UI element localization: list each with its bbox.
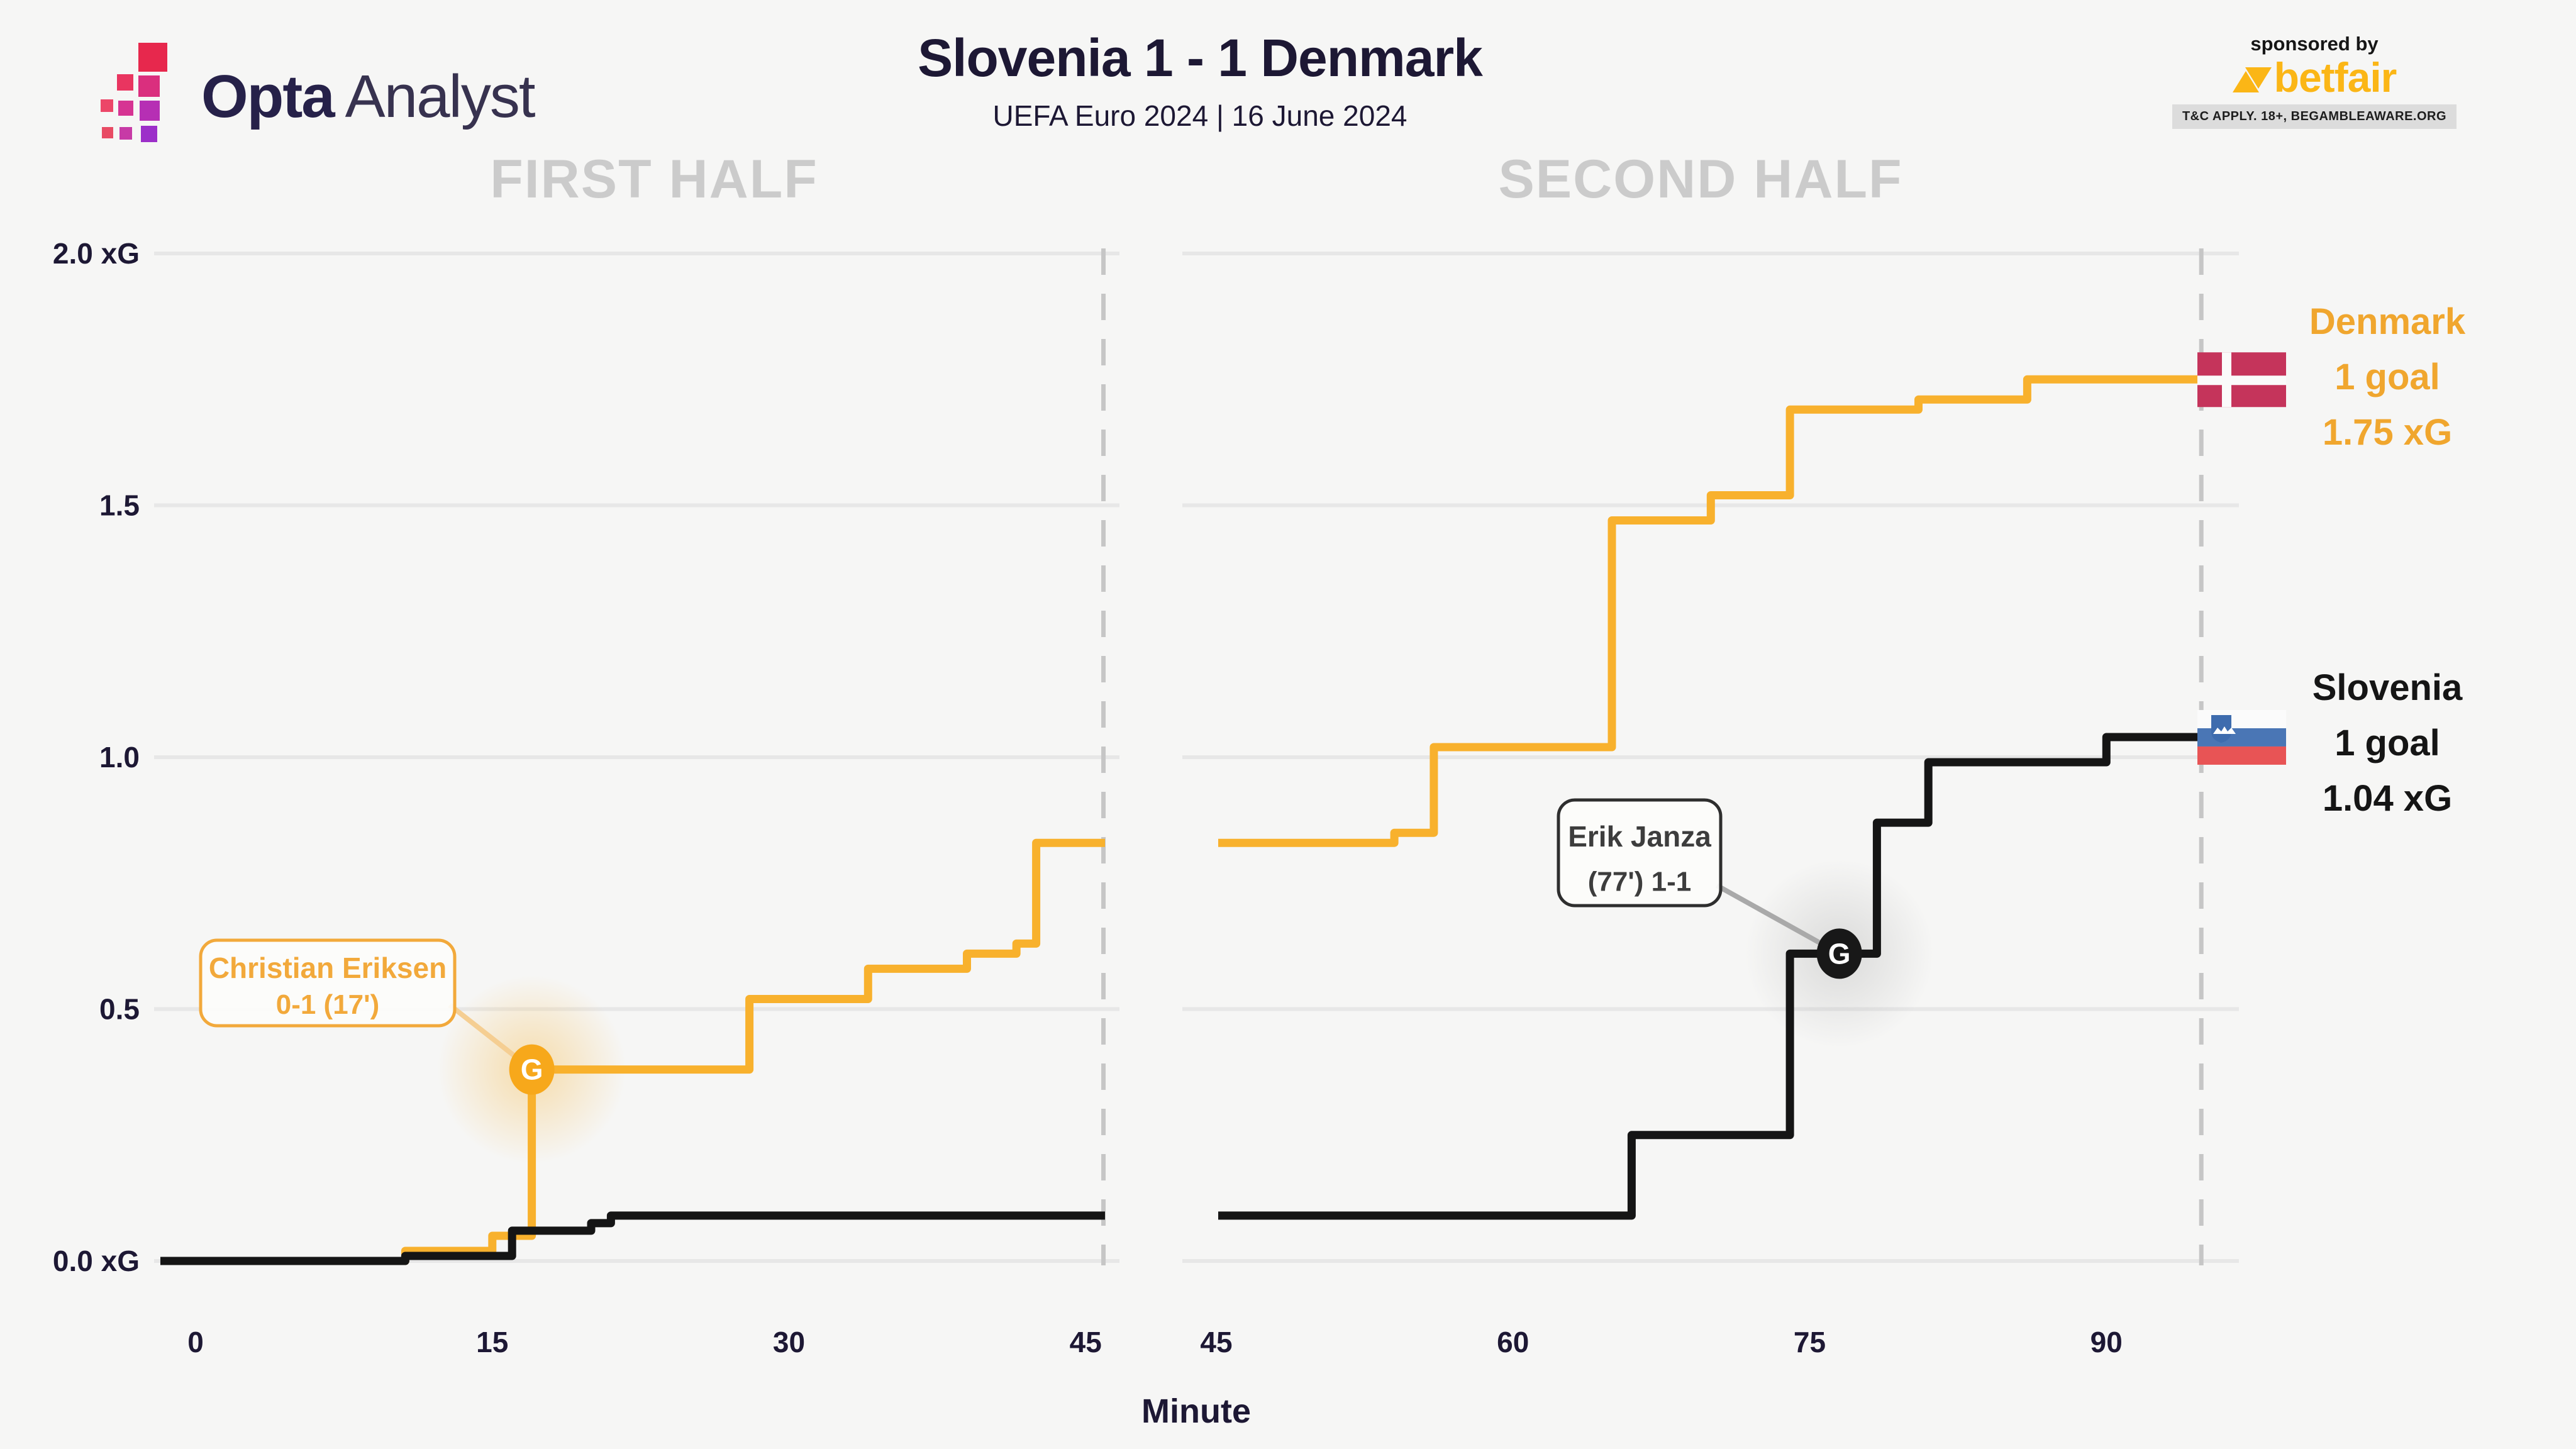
slovenia-name: Slovenia bbox=[2312, 667, 2463, 708]
goal-annotation-box bbox=[199, 938, 457, 1028]
slovenia-total-label: Slovenia 1 goal 1.04 xG bbox=[2224, 660, 2551, 826]
y-tick-label: 1.5 bbox=[99, 489, 140, 522]
y-tick-label: 2.0 xG bbox=[53, 237, 140, 270]
goal-scorer-name: Erik Janza bbox=[1568, 820, 1711, 853]
denmark-xg-line-first_half bbox=[160, 838, 1108, 1265]
y-tick-label: 0.5 bbox=[99, 993, 140, 1026]
goal-annotation-connector bbox=[1716, 883, 1841, 956]
match-header: Slovenia 1 - 1 Denmark UEFA Euro 2024 | … bbox=[697, 28, 1703, 133]
slovenia-xg-line-second_half bbox=[1218, 733, 2212, 1220]
x-tick-label: 90 bbox=[2090, 1326, 2123, 1358]
goal-annotation-box bbox=[1557, 798, 1723, 908]
betfair-logo: betfair bbox=[2170, 57, 2459, 98]
denmark-xg-line-second_half bbox=[1218, 375, 2212, 847]
x-axis-title: Minute bbox=[1141, 1392, 1251, 1430]
denmark-name: Denmark bbox=[2309, 301, 2466, 342]
opta-analyst-logo: Opta Analyst bbox=[101, 40, 535, 153]
goal-scorer-name: Christian Eriksen bbox=[209, 952, 447, 984]
goal-marker-letter: G bbox=[1828, 937, 1851, 970]
logo-opta-text: Opta bbox=[201, 63, 335, 130]
goal-score-minute: 0-1 (17') bbox=[276, 989, 380, 1020]
y-tick-label: 1.0 bbox=[99, 741, 140, 774]
slovenia-flag-icon bbox=[2197, 709, 2286, 765]
x-tick-label: 45 bbox=[1070, 1326, 1102, 1358]
slovenia-xg-line-first_half bbox=[160, 1211, 1108, 1265]
denmark-flag-icon bbox=[2197, 352, 2286, 408]
goal-marker-letter: G bbox=[521, 1053, 543, 1086]
logo-analyst-text: Analyst bbox=[345, 63, 536, 130]
second-half-label: SECOND HALF bbox=[1498, 149, 1903, 209]
x-tick-label: 60 bbox=[1497, 1326, 1529, 1358]
x-tick-label: 30 bbox=[773, 1326, 805, 1358]
page-subtitle: UEFA Euro 2024 | 16 June 2024 bbox=[992, 99, 1407, 132]
betfair-arrows-icon bbox=[2232, 67, 2272, 92]
x-tick-label: 75 bbox=[1794, 1326, 1826, 1358]
x-tick-label: 15 bbox=[476, 1326, 508, 1358]
x-tick-label: 45 bbox=[1200, 1326, 1232, 1358]
slovenia-xg: 1.04 xG bbox=[2322, 778, 2453, 819]
y-tick-label: 0.0 xG bbox=[53, 1245, 140, 1277]
slovenia-goals: 1 goal bbox=[2334, 723, 2440, 763]
opta-logo-icon bbox=[101, 43, 167, 142]
first-half-label: FIRST HALF bbox=[490, 149, 818, 209]
sponsor-block: sponsored by betfair T&C APPLY. 18+, BEG… bbox=[2170, 33, 2459, 129]
denmark-xg: 1.75 xG bbox=[2322, 412, 2453, 453]
betfair-wordmark: betfair bbox=[2273, 54, 2397, 101]
goal-score-minute: (77') 1-1 bbox=[1588, 866, 1692, 897]
denmark-total-label: Denmark 1 goal 1.75 xG bbox=[2224, 294, 2551, 460]
goal-marker-slovenia bbox=[1816, 928, 1862, 979]
logo-wordmark: Opta Analyst bbox=[201, 67, 535, 127]
x-tick-label: 0 bbox=[187, 1326, 204, 1358]
denmark-goals: 1 goal bbox=[2334, 357, 2440, 397]
sponsored-by-label: sponsored by bbox=[2250, 33, 2379, 55]
sponsor-terms: T&C APPLY. 18+, BEGAMBLEAWARE.ORG bbox=[2172, 104, 2457, 129]
goal-marker-denmark bbox=[509, 1044, 555, 1095]
page-title: Slovenia 1 - 1 Denmark bbox=[918, 28, 1483, 87]
